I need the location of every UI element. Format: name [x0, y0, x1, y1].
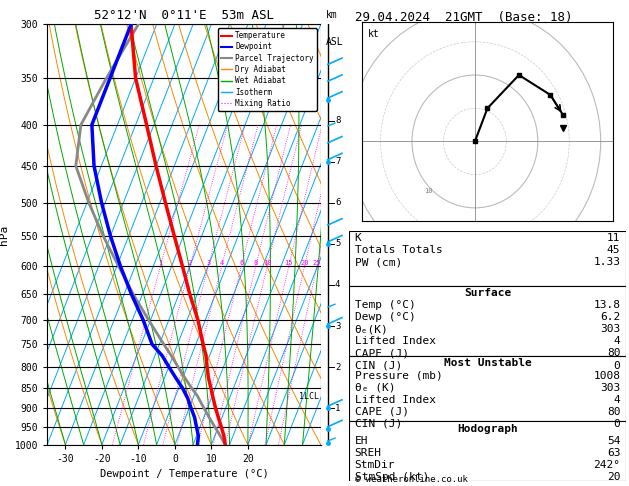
Text: PW (cm): PW (cm) [355, 258, 402, 267]
Text: 20: 20 [300, 260, 309, 266]
Text: 63: 63 [607, 448, 620, 458]
Text: 6.2: 6.2 [600, 312, 620, 322]
Legend: Temperature, Dewpoint, Parcel Trajectory, Dry Adiabat, Wet Adiabat, Isotherm, Mi: Temperature, Dewpoint, Parcel Trajectory… [218, 28, 317, 111]
Text: 4: 4 [613, 395, 620, 404]
Text: 1: 1 [335, 404, 340, 413]
Text: EH: EH [355, 435, 368, 446]
Text: Temp (°C): Temp (°C) [355, 300, 415, 311]
Text: Dewp (°C): Dewp (°C) [355, 312, 415, 322]
Text: 20: 20 [607, 471, 620, 482]
Text: 303: 303 [600, 325, 620, 334]
Text: Pressure (mb): Pressure (mb) [355, 370, 442, 381]
Text: θₑ(K): θₑ(K) [355, 325, 388, 334]
Text: 13.8: 13.8 [593, 300, 620, 311]
Text: 1.33: 1.33 [593, 258, 620, 267]
Text: Hodograph: Hodograph [457, 424, 518, 434]
Text: Lifted Index: Lifted Index [355, 395, 436, 404]
Text: 8: 8 [335, 116, 340, 125]
Text: 54: 54 [607, 435, 620, 446]
Text: 80: 80 [607, 348, 620, 359]
Text: 80: 80 [607, 407, 620, 417]
Text: kt: kt [368, 29, 380, 38]
Text: 8: 8 [253, 260, 258, 266]
Text: 20: 20 [377, 237, 386, 243]
Text: 6: 6 [239, 260, 243, 266]
Text: 29.04.2024  21GMT  (Base: 18): 29.04.2024 21GMT (Base: 18) [355, 11, 573, 24]
Text: Totals Totals: Totals Totals [355, 245, 442, 255]
Text: 11: 11 [607, 233, 620, 243]
Text: CIN (J): CIN (J) [355, 361, 402, 370]
Text: 1008: 1008 [593, 370, 620, 381]
Text: 5: 5 [335, 240, 340, 248]
Text: StmSpd (kt): StmSpd (kt) [355, 471, 429, 482]
Text: 1LCL: 1LCL [299, 392, 319, 400]
Text: 7: 7 [335, 157, 340, 166]
Text: km: km [326, 10, 337, 20]
Y-axis label: hPa: hPa [0, 225, 9, 244]
Text: Surface: Surface [464, 288, 511, 298]
Text: 3: 3 [335, 322, 340, 330]
Text: 2: 2 [335, 363, 340, 372]
Text: 10: 10 [263, 260, 272, 266]
Text: 0: 0 [613, 361, 620, 370]
Text: 0: 0 [613, 418, 620, 429]
Text: 4: 4 [220, 260, 224, 266]
Text: 4: 4 [335, 280, 340, 290]
FancyBboxPatch shape [349, 421, 626, 481]
Text: 10: 10 [424, 188, 433, 194]
Title: 52°12'N  0°11'E  53m ASL: 52°12'N 0°11'E 53m ASL [94, 9, 274, 22]
FancyBboxPatch shape [349, 286, 626, 356]
Text: StmDir: StmDir [355, 460, 395, 469]
Text: Lifted Index: Lifted Index [355, 336, 436, 347]
Text: 6: 6 [335, 198, 340, 208]
Text: 4: 4 [613, 336, 620, 347]
Text: 25: 25 [313, 260, 321, 266]
FancyBboxPatch shape [349, 356, 626, 421]
Text: CIN (J): CIN (J) [355, 418, 402, 429]
Text: 1: 1 [159, 260, 162, 266]
X-axis label: Dewpoint / Temperature (°C): Dewpoint / Temperature (°C) [99, 469, 269, 479]
Text: CAPE (J): CAPE (J) [355, 348, 409, 359]
Text: 15: 15 [284, 260, 293, 266]
Text: © weatheronline.co.uk: © weatheronline.co.uk [355, 474, 468, 484]
FancyBboxPatch shape [349, 231, 626, 286]
Text: SREH: SREH [355, 448, 382, 458]
Text: θₑ (K): θₑ (K) [355, 382, 395, 393]
Text: 45: 45 [607, 245, 620, 255]
Text: K: K [355, 233, 362, 243]
Text: 3: 3 [206, 260, 210, 266]
Text: 303: 303 [600, 382, 620, 393]
Text: ASL: ASL [326, 37, 343, 47]
Text: CAPE (J): CAPE (J) [355, 407, 409, 417]
Text: 2: 2 [188, 260, 192, 266]
Text: 242°: 242° [593, 460, 620, 469]
Text: Most Unstable: Most Unstable [443, 359, 532, 368]
